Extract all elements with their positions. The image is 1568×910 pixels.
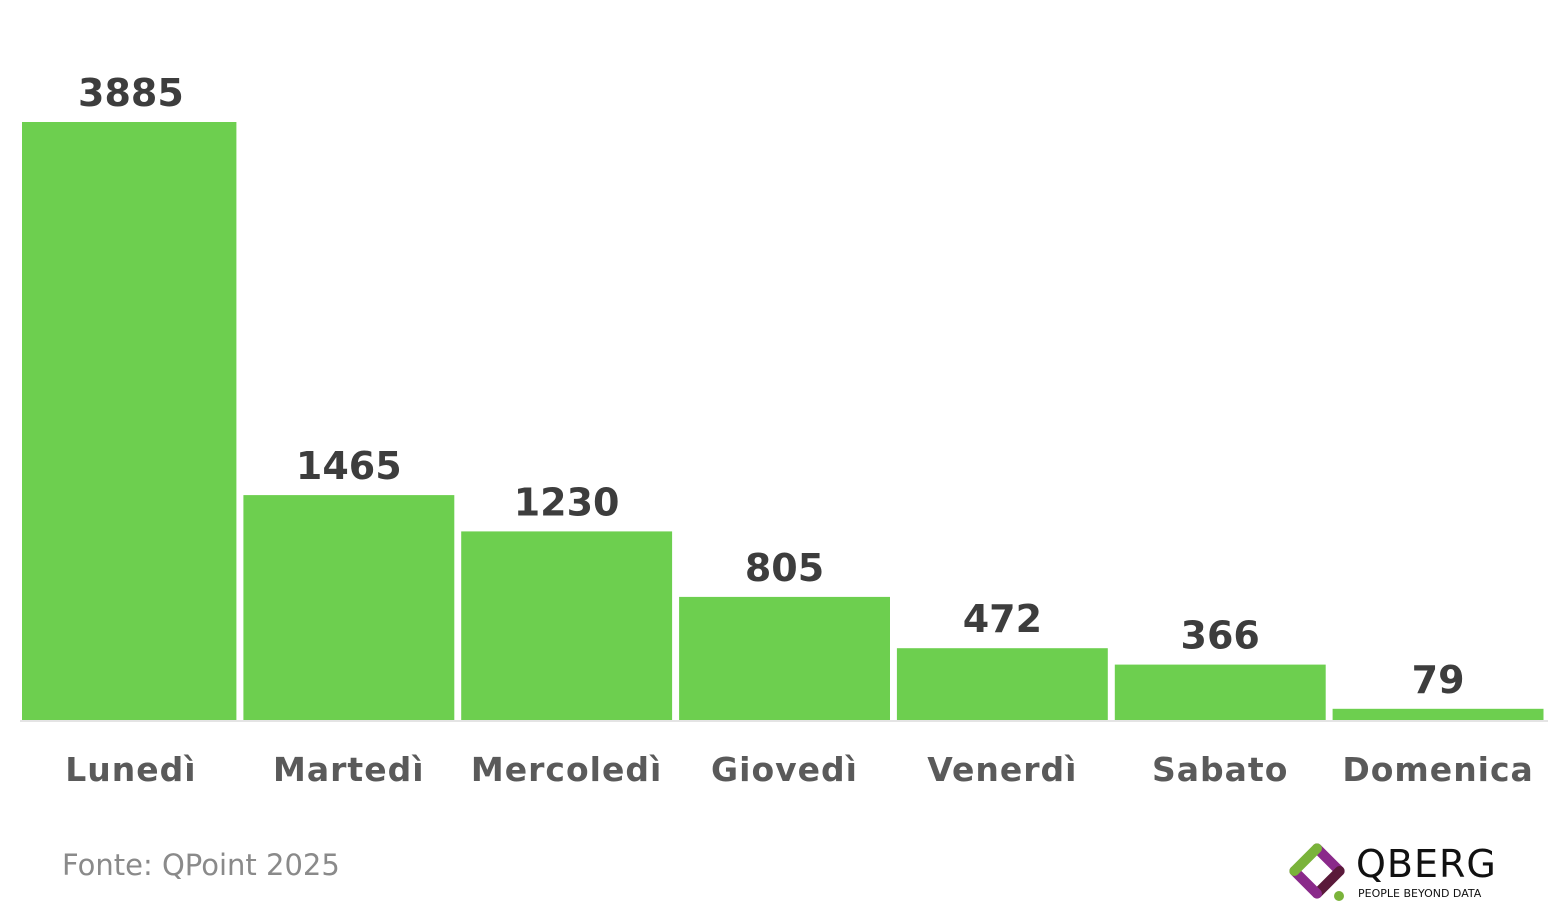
bar-value-label-0: 3885 [78,71,184,115]
bar-6 [1332,708,1544,721]
category-label-0: Lunedì [65,750,196,789]
bar-chart: 3885 1465 1230 805 472 366 79 Lunedì Martedì Mer… [20,71,1548,789]
bar-value-label-6: 79 [1412,658,1465,702]
category-labels-group: Lunedì Martedì Mercoledì Giovedì Venerdì Saba… [65,750,1533,789]
bar-1 [243,495,455,721]
category-label-6: Domenica [1342,750,1533,789]
source-note: Fonte: QPoint 2025 [62,848,340,882]
value-labels-group: 3885 1465 1230 805 472 366 79 [78,71,1465,702]
category-label-4: Venerdì [927,750,1077,789]
bar-value-label-4: 472 [963,597,1042,641]
logo-tagline: PEOPLE BEYOND DATA [1358,887,1482,900]
qberg-logo-mark-icon [1289,843,1345,901]
bar-4 [896,648,1108,721]
bar-value-label-2: 1230 [514,480,620,524]
category-label-1: Martedì [273,750,424,789]
bar-0 [22,122,237,721]
bar-value-label-5: 366 [1181,614,1260,658]
bar-3 [679,596,890,721]
bar-value-label-1: 1465 [296,444,402,488]
category-label-3: Giovedì [711,750,858,789]
category-label-5: Sabato [1152,750,1288,789]
qberg-logo: QBERG PEOPLE BEYOND DATA [1284,838,1514,904]
bar-value-label-3: 805 [745,546,824,590]
category-label-2: Mercoledì [471,750,662,789]
bar-5 [1114,664,1326,721]
bars-group [22,122,1544,721]
bar-2 [461,531,673,721]
logo-name: QBERG [1356,842,1497,886]
